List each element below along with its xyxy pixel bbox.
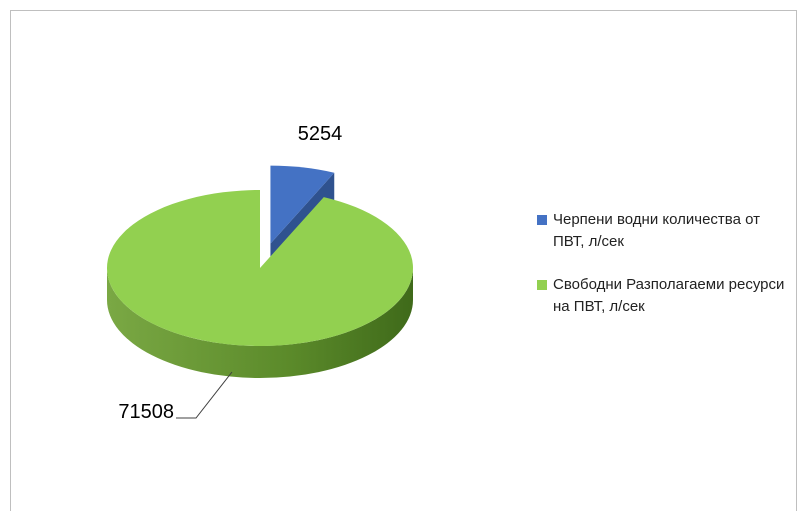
chart-border	[10, 10, 797, 511]
leader-line	[176, 371, 233, 419]
legend-swatch	[537, 215, 547, 225]
data-label: 5254	[298, 123, 343, 145]
legend-swatch	[537, 280, 547, 290]
data-label: 71508	[118, 401, 174, 423]
slice-side	[107, 268, 413, 378]
legend-item: Свободни Разполагаеми ресурси на ПВТ, л/…	[537, 274, 787, 318]
legend-label: Свободни Разполагаеми ресурси на ПВТ, л/…	[553, 276, 785, 315]
slice	[270, 165, 335, 244]
slice	[107, 190, 414, 346]
legend-label: Черпени водни количества от ПВТ, л/сек	[553, 211, 760, 250]
legend-item: Черпени водни количества от ПВТ, л/сек	[537, 209, 787, 253]
